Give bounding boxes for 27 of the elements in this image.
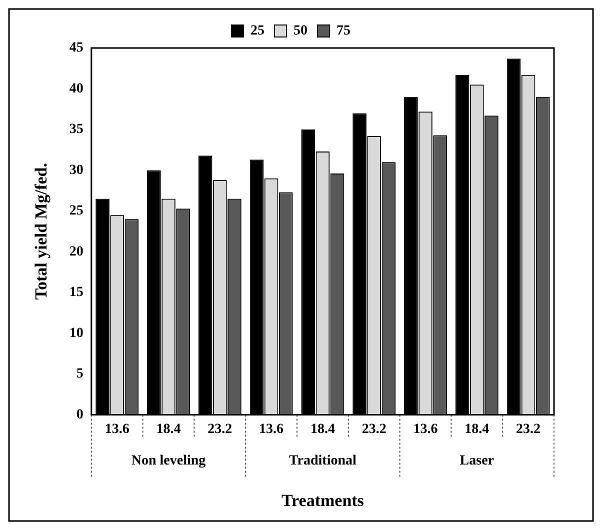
x-tick-label: 13.6 (259, 422, 284, 437)
text: Laser (460, 453, 494, 468)
y-tick-label: 15 (69, 285, 84, 300)
y-tick-label: 35 (69, 122, 84, 138)
text: Traditional (288, 453, 357, 468)
x-tick-label: 23.2 (362, 422, 386, 437)
x-tick-label: 18.4 (464, 422, 490, 437)
y-axis-title: Total yield Mg/fed. (32, 163, 51, 300)
y-tick-label: 45 (69, 40, 84, 56)
x-axis-title: Treatments (281, 491, 364, 510)
y-tick-label: 5 (76, 366, 84, 382)
x-tick-label: 13.6 (104, 422, 130, 437)
legend-label: 50 (294, 24, 308, 39)
x-tick-label: 13.6 (413, 422, 438, 437)
x-tick-label: 18.4 (310, 422, 335, 437)
y-tick-label: 30 (69, 162, 84, 178)
legend-label: 25 (250, 24, 264, 39)
y-tick-label: 40 (69, 81, 84, 96)
x-tick-label: 23.2 (208, 422, 232, 437)
x-tick-label: 18.4 (156, 422, 181, 437)
y-tick-label: 25 (69, 204, 84, 219)
legend-label: 75 (336, 24, 350, 39)
y-tick-label: 20 (69, 244, 84, 260)
text: Non leveling (131, 453, 206, 468)
x-tick-label: 23.2 (516, 422, 541, 437)
y-tick-label: 0 (76, 407, 84, 422)
y-tick-label: 10 (69, 326, 84, 341)
